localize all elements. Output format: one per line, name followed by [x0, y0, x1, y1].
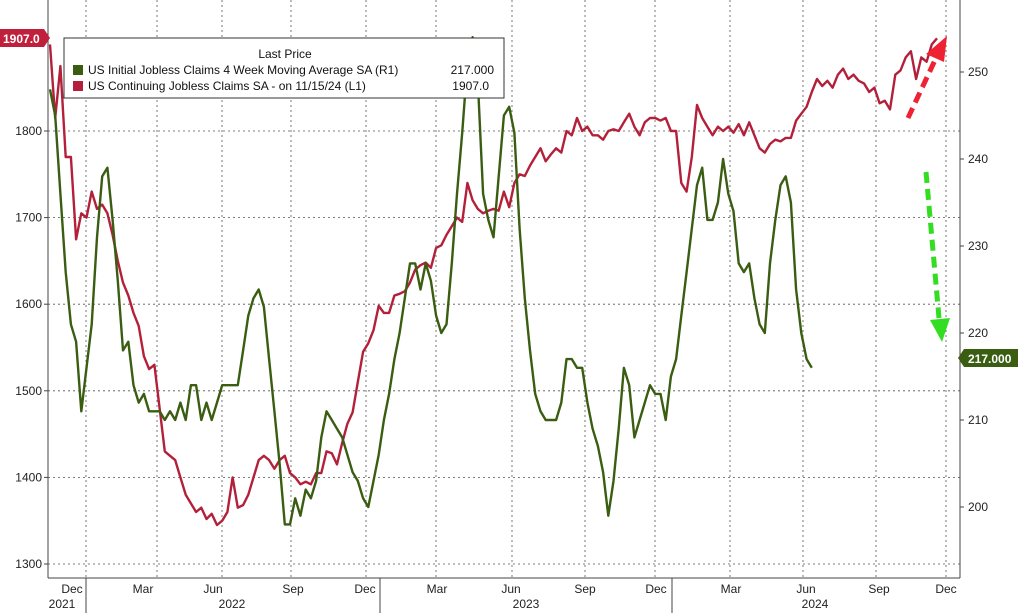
right-tick-label: 200	[968, 500, 988, 514]
x-month-label: Mar	[721, 582, 742, 596]
legend: Last Price US Initial Jobless Claims 4 W…	[63, 37, 505, 99]
red-up-arrow-annotation	[905, 36, 947, 120]
right-last-value-label: 217.000	[968, 352, 1012, 366]
left-tick-label: 1400	[15, 470, 42, 484]
left-last-value-flag: 1907.0	[0, 29, 50, 47]
green-down-arrow-annotation	[923, 171, 950, 342]
right-tick-label: 230	[968, 239, 988, 253]
x-year-label: 2021	[49, 597, 76, 611]
x-month-label: Jun	[501, 582, 520, 596]
x-month-label: Sep	[282, 582, 304, 596]
left-tick-label: 1600	[15, 297, 42, 311]
legend-value-continuing-claims: 1907.0	[452, 79, 489, 93]
legend-swatch-continuing-claims	[73, 81, 83, 91]
x-month-label: Dec	[354, 582, 375, 596]
series-lines	[48, 36, 938, 527]
left-tick-label: 1700	[15, 211, 42, 225]
right-axis-ticks: 200 210 220 230 240 250	[960, 65, 988, 514]
legend-label-initial-claims: US Initial Jobless Claims 4 Week Moving …	[88, 63, 398, 77]
left-tick-label: 1800	[15, 124, 42, 138]
x-month-label: Sep	[868, 582, 890, 596]
right-tick-label: 240	[968, 152, 988, 166]
x-year-label: 2022	[219, 597, 246, 611]
legend-box	[63, 37, 505, 99]
x-month-label: Dec	[645, 582, 666, 596]
x-month-label: Jun	[796, 582, 815, 596]
x-month-label: Dec	[61, 582, 82, 596]
x-month-label: Mar	[427, 582, 448, 596]
right-tick-label: 220	[968, 326, 988, 340]
right-tick-label: 210	[968, 413, 988, 427]
x-month-label: Sep	[574, 582, 596, 596]
continuing-claims-line	[48, 37, 938, 527]
legend-title: Last Price	[258, 47, 312, 61]
x-month-label: Jun	[203, 582, 222, 596]
right-flag-shape	[958, 349, 1018, 367]
legend-value-initial-claims: 217.000	[451, 63, 495, 77]
x-month-label: Dec	[935, 582, 956, 596]
left-flag-shape	[0, 29, 50, 47]
right-last-value-flag: 217.000	[958, 349, 1018, 367]
left-last-value-label: 1907.0	[3, 32, 40, 46]
x-axis-month-ticks: Dec Mar Jun Sep Dec Mar Jun Sep Dec Mar Jun Sep Dec	[61, 582, 956, 596]
legend-swatch-initial-claims	[73, 65, 83, 75]
left-axis-ticks: 1300 1400 1500 1600 1700 1800	[15, 124, 48, 571]
x-year-label: 2024	[802, 597, 829, 611]
left-tick-label: 1500	[15, 384, 42, 398]
legend-label-continuing-claims: US Continuing Jobless Claims SA - on 11/…	[88, 79, 366, 93]
x-month-label: Mar	[133, 582, 154, 596]
initial-claims-line	[48, 36, 813, 526]
x-axis-year-ticks: 2021 2022 2023 2024	[49, 578, 829, 613]
left-tick-label: 1300	[15, 557, 42, 571]
x-year-label: 2023	[513, 597, 540, 611]
right-tick-label: 250	[968, 65, 988, 79]
